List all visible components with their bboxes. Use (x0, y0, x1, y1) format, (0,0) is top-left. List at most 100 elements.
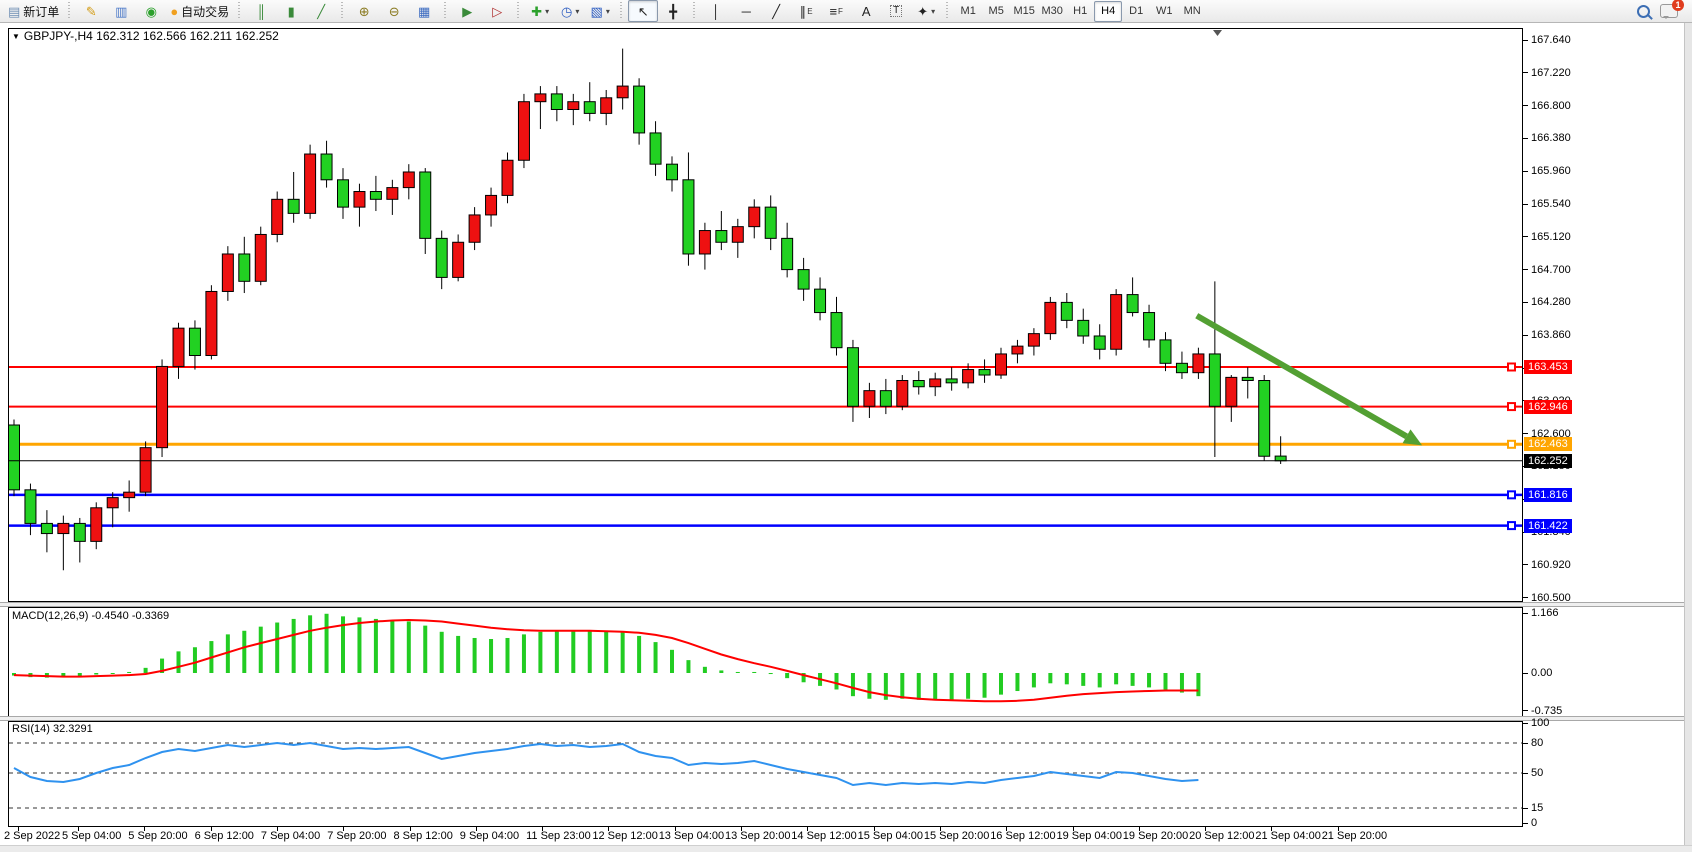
indicator-plus-icon: ✚ (531, 3, 543, 19)
panel-separator-rsi[interactable] (0, 716, 1692, 721)
trend-arrow-line[interactable] (1195, 313, 1409, 439)
macd-tick (1523, 612, 1528, 614)
timeframe-h1[interactable]: H1 (1073, 5, 1088, 17)
chat-icon[interactable]: 1 (1660, 0, 1684, 19)
line-anchor-icon[interactable] (1507, 402, 1516, 412)
candle (1192, 353, 1205, 374)
macd-histogram-bar (604, 631, 609, 673)
fibonacci-button[interactable]: ≡ F (821, 0, 851, 22)
candle (748, 206, 761, 228)
text-label-icon: T (890, 5, 903, 17)
candle (452, 241, 465, 278)
chevron-down-icon[interactable]: ▼ (12, 31, 20, 41)
chevron-down-icon[interactable]: ▾ (605, 6, 610, 16)
signals-button[interactable]: ◉ (136, 0, 166, 22)
macd-histogram-bar (834, 673, 839, 690)
rsi-line (13, 741, 1199, 787)
time-tick-label: 21 Sep 04:00 (1255, 830, 1321, 842)
text-label-button[interactable]: T (881, 0, 911, 22)
main-chart[interactable] (8, 28, 1523, 602)
price-tick (1523, 564, 1528, 566)
macd-histogram-bar (1179, 673, 1184, 693)
macd-plot-frame (8, 607, 1523, 717)
candle (830, 312, 843, 349)
auto-scroll-button[interactable]: ▶ (452, 0, 482, 22)
panel-separator-macd[interactable] (0, 602, 1692, 607)
chevron-down-icon[interactable]: ▾ (931, 6, 936, 16)
rsi-panel[interactable] (8, 721, 1523, 827)
vertical-line-button[interactable]: │ (701, 0, 731, 22)
clock-icon: ◷ (561, 3, 573, 19)
style-pencil-button[interactable]: ✎ (76, 0, 106, 22)
rsi-tick (1523, 772, 1528, 774)
tile-windows-button[interactable]: ▦ (409, 0, 439, 22)
horizontal-line-button[interactable]: ─ (731, 0, 761, 22)
timeframe-m5[interactable]: M5 (988, 5, 1004, 17)
periods-button[interactable]: ◷ ▾ (555, 0, 585, 22)
trend-arrow-head[interactable] (1402, 429, 1423, 446)
macd-histogram-bar (1064, 673, 1069, 685)
candle (846, 347, 859, 407)
reports-button[interactable]: ▥ (106, 0, 136, 22)
macd-histogram-bar (324, 613, 329, 673)
time-tick (18, 827, 19, 831)
timeframe-h4[interactable]: H4 (1094, 0, 1123, 22)
macd-panel[interactable] (8, 607, 1523, 717)
chevron-down-icon[interactable]: ▾ (575, 6, 580, 16)
time-tick (1337, 827, 1339, 831)
auto-trading-button[interactable]: ● 自动交易 (166, 0, 233, 22)
candle (221, 253, 234, 292)
candle (517, 101, 530, 161)
auto-trading-button-label: 自动交易 (181, 4, 230, 19)
price-tick (1523, 301, 1528, 303)
price-tick (1523, 269, 1528, 271)
candle (435, 237, 448, 278)
chevron-down-icon[interactable]: ▾ (545, 6, 550, 16)
time-tick (343, 827, 345, 831)
line-anchor-icon[interactable] (1507, 521, 1516, 531)
templates-button[interactable]: ▧ ▾ (585, 0, 615, 22)
timeframe-mn[interactable]: MN (1183, 5, 1201, 17)
zoom-in-button[interactable]: ⊕ (349, 0, 379, 22)
toolbar-separator (944, 2, 952, 20)
price-line-badge-161.422: 161.422 (1524, 518, 1572, 533)
chart-candles-button[interactable]: ▮ (276, 0, 306, 22)
cursor-button[interactable]: ↖ (628, 0, 659, 22)
candle (534, 93, 547, 103)
new-order-button[interactable]: ▤ 新订单 (4, 0, 63, 22)
candle (1208, 353, 1221, 407)
macd-histogram-bar (521, 634, 526, 673)
crosshair-button[interactable]: ╋ (658, 0, 688, 22)
rsi-label: RSI(14) 32.3291 (12, 723, 93, 735)
time-tick-label: 5 Sep 20:00 (128, 830, 188, 842)
indicators-button[interactable]: ✚ ▾ (525, 0, 555, 22)
candle (1093, 335, 1106, 350)
timeframe-m30[interactable]: M30 (1041, 5, 1063, 17)
macd-histogram-bar (916, 673, 921, 700)
chart-shift-marker-icon[interactable] (1213, 30, 1222, 36)
timeframe-d1[interactable]: D1 (1129, 5, 1144, 17)
search-icon[interactable] (1637, 4, 1650, 18)
time-tick (542, 827, 544, 831)
time-tick-label: 13 Sep 04:00 (658, 830, 725, 842)
chart-shift-button[interactable]: ▷ (482, 0, 512, 22)
arrows-button[interactable]: ✦ ▾ (911, 0, 941, 22)
line-anchor-icon[interactable] (1507, 490, 1516, 500)
macd-histogram-bar (587, 630, 592, 673)
chart-bars-button[interactable]: ║ (246, 0, 276, 22)
timeframe-w1[interactable]: W1 (1155, 5, 1173, 17)
text-button[interactable]: A (851, 0, 881, 22)
line-anchor-icon[interactable] (1507, 362, 1516, 372)
timeframe-m15[interactable]: M15 (1013, 5, 1035, 17)
macd-histogram-bar (620, 631, 625, 673)
signal-icon: ◉ (145, 3, 157, 19)
trendline-button[interactable]: ╱ (761, 0, 791, 22)
price-line-badge-161.816: 161.816 (1524, 487, 1572, 502)
chart-line-button[interactable]: ╱ (306, 0, 336, 22)
chart-shift-icon: ▷ (492, 3, 503, 19)
zoom-out-button[interactable]: ⊖ (379, 0, 409, 22)
timeframe-m1[interactable]: M1 (960, 5, 976, 17)
channel-button[interactable]: ∥ E (791, 0, 821, 22)
macd-tick (1523, 710, 1528, 712)
line-anchor-icon[interactable] (1507, 439, 1516, 449)
